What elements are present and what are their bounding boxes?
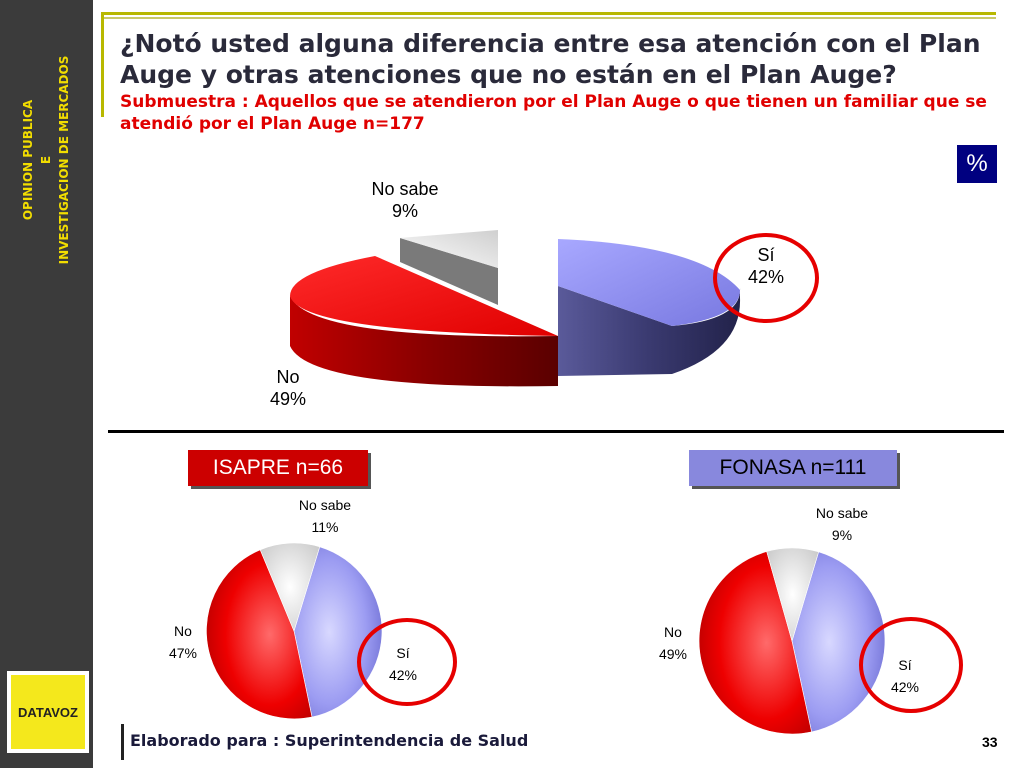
isapre-nosabe-label: No sabe 11% <box>299 494 351 538</box>
isapre-si-highlight-ring <box>357 618 457 706</box>
slide-subtitle: Submuestra : Aquellos que se atendieron … <box>120 92 987 134</box>
percent-badge: % <box>957 145 997 183</box>
main-slice-nosabe-side <box>400 238 498 305</box>
sidebar: OPINION PUBLICA E INVESTIGACION DE MERCA… <box>0 0 93 768</box>
isapre-no-label: No 47% <box>169 620 197 664</box>
main-slice-nosabe-top <box>400 230 498 268</box>
isapre-nosabe-name: No sabe <box>298 497 352 513</box>
left-rule <box>101 12 104 117</box>
main-pie-no-label: No 49% <box>270 366 306 410</box>
isapre-no-value: 47% <box>168 645 198 661</box>
main-slice-si-top <box>558 239 740 326</box>
footer-rule <box>121 724 124 760</box>
fonasa-nosabe-name: No sabe <box>815 505 869 521</box>
fonasa-nosabe-label: No sabe 9% <box>816 502 868 546</box>
fonasa-nosabe-value: 9% <box>831 527 853 543</box>
main-slice-no-top <box>290 256 558 336</box>
fonasa-header: FONASA n=111 <box>689 450 897 486</box>
top-rule <box>101 12 996 15</box>
top-rule-secondary <box>101 17 996 19</box>
main-nosabe-value: 9% <box>391 201 419 221</box>
fonasa-no-label: No 49% <box>659 621 687 665</box>
footer-credit: Elaborado para : Superintendencia de Sal… <box>130 731 529 750</box>
datavoz-logo: DATAVOZ <box>7 671 89 753</box>
isapre-nosabe-value: 11% <box>311 519 339 535</box>
fonasa-no-name: No <box>664 624 682 640</box>
isapre-no-name: No <box>174 623 192 639</box>
main-slice-si-side <box>558 286 741 376</box>
main-pie-nosabe-label: No sabe 9% <box>371 178 438 222</box>
fonasa-no-value: 49% <box>658 646 688 662</box>
main-nosabe-name: No sabe <box>371 179 439 199</box>
fonasa-si-highlight-ring <box>859 617 963 713</box>
isapre-slice-no <box>206 549 313 720</box>
datavoz-logo-text: DATAVOZ <box>11 675 85 749</box>
main-no-value: 49% <box>269 389 307 409</box>
fonasa-slice-no <box>698 551 812 735</box>
main-no-name: No <box>276 367 300 387</box>
section-divider <box>108 430 1004 433</box>
slide-title: ¿Notó usted alguna diferencia entre esa … <box>120 29 981 89</box>
page-number: 33 <box>982 734 998 750</box>
main-si-highlight-ring <box>713 233 819 323</box>
fonasa-slice-nosabe <box>766 547 819 643</box>
main-slice-no-side <box>290 296 558 387</box>
isapre-header: ISAPRE n=66 <box>188 450 368 486</box>
isapre-slice-nosabe <box>259 542 321 632</box>
